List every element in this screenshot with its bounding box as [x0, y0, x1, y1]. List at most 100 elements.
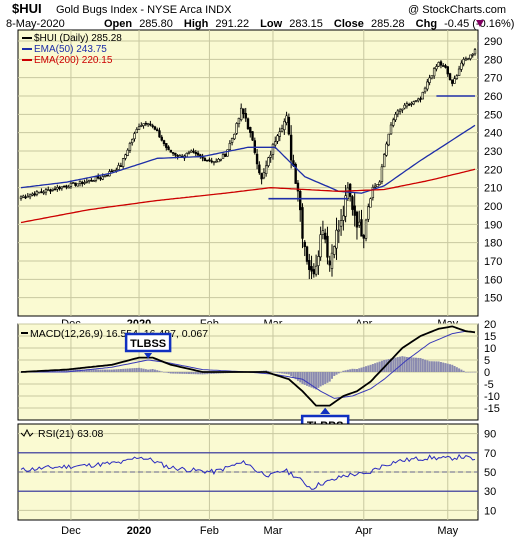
macd-histogram-bar — [378, 361, 381, 372]
candle-body — [51, 188, 54, 191]
candle-body — [262, 172, 266, 179]
candle-body — [421, 91, 424, 100]
candle-body — [19, 196, 23, 200]
candle-body — [144, 122, 148, 125]
candle-body — [210, 160, 213, 163]
macd-histogram-bar — [160, 371, 163, 372]
candle-body — [24, 196, 27, 199]
macd-histogram-bar — [83, 369, 86, 372]
candle-body — [410, 103, 413, 105]
macd-histogram-bar — [403, 356, 406, 372]
macd-histogram-bar — [374, 363, 377, 372]
candle-body — [90, 179, 93, 182]
macd-histogram-bar — [287, 372, 290, 375]
macd-histogram-bar — [176, 372, 179, 374]
macd-histogram-bar — [414, 357, 417, 372]
candle-body — [242, 108, 245, 115]
candle-body — [466, 58, 470, 61]
candle-body — [278, 131, 281, 137]
chart-date: 8-May-2020 — [6, 18, 65, 30]
candle-body — [56, 187, 59, 190]
candle-body — [165, 143, 168, 148]
macd-histogram-bar — [149, 369, 152, 372]
y-tick-label: 160 — [484, 274, 502, 286]
candle-body — [317, 256, 320, 266]
tlbss-label: TLBSS — [130, 338, 166, 350]
candle-body — [428, 77, 431, 83]
watermark: @ StockCharts.com — [408, 4, 506, 16]
candle-body — [244, 113, 247, 119]
candle-body — [351, 196, 354, 210]
macd-histogram-bar — [156, 370, 159, 372]
macd-histogram-bar — [460, 369, 463, 372]
candle-body — [137, 126, 141, 130]
macd-histogram-bar — [201, 372, 204, 375]
candle-body — [414, 100, 418, 102]
candle-body — [174, 152, 177, 156]
candle-body — [146, 123, 150, 126]
candle-body — [42, 191, 45, 194]
y-tick-label: 280 — [484, 54, 502, 66]
macd-histogram-bar — [467, 371, 470, 373]
candle-body — [37, 191, 41, 194]
candle-body — [128, 142, 132, 151]
candle-body — [119, 165, 123, 167]
candle-body — [308, 260, 311, 270]
macd-histogram-bar — [103, 369, 106, 372]
macd-histogram-bar — [399, 356, 402, 372]
macd-histogram-bar — [405, 357, 408, 372]
candle-body — [106, 174, 109, 177]
y-tick-label: 200 — [484, 201, 502, 213]
macd-histogram-bar — [165, 372, 168, 373]
macd-histogram-bar — [446, 363, 449, 372]
candle-body — [382, 154, 386, 168]
macd-histogram-bar — [292, 372, 295, 378]
rsi-panel: 10 30 50 70 90 RSI(21) 63.08 Dec 2020 Feb Mar Apr M… — [17, 423, 496, 537]
candle-body — [212, 161, 216, 164]
candle-body — [412, 101, 415, 105]
macd-histogram-bar — [194, 372, 197, 375]
candle-body — [53, 188, 57, 191]
legend-entry: EMA(50) 243.75 — [34, 44, 107, 55]
candle-body — [205, 159, 209, 162]
candle-body — [426, 81, 429, 90]
macd-line — [20, 325, 476, 407]
macd-histogram-bar — [158, 370, 161, 372]
candle-body — [419, 98, 422, 100]
macd-histogram-bar — [424, 359, 427, 372]
tlbbs-arrow-icon — [320, 407, 331, 414]
rsi-line — [20, 453, 476, 490]
macd-histogram-bar — [474, 371, 476, 373]
candle-body — [455, 75, 459, 79]
candle-body — [451, 79, 454, 84]
candle-body — [135, 129, 138, 134]
macd-histogram-bar — [88, 369, 91, 372]
macd-legend: MACD(12,26,9) 16.554, 16.487, 0.067 — [30, 328, 208, 340]
macd-histogram-bar — [458, 368, 461, 372]
candle-body — [221, 154, 225, 159]
tlbss-box — [124, 332, 172, 353]
macd-histogram-bar — [172, 372, 175, 374]
macd-histogram-bar — [439, 362, 442, 372]
macd-histogram-bar — [138, 367, 141, 372]
macd-histogram-bar — [278, 372, 281, 374]
candle-body — [258, 164, 261, 174]
macd-histogram-bar — [187, 372, 190, 375]
candle-body — [65, 185, 68, 188]
macd-histogram-bar — [85, 369, 88, 372]
macd-histogram-bar — [396, 357, 399, 372]
candle-body — [85, 180, 89, 183]
macd-histogram-bar — [317, 372, 320, 388]
candle-body — [305, 246, 309, 262]
macd-histogram-bar — [426, 360, 429, 372]
macd-histogram-bar — [178, 372, 181, 374]
candle-body — [271, 143, 275, 155]
macd-histogram-bar — [97, 369, 100, 372]
candle-body — [26, 195, 30, 198]
y-tick-label: 180 — [484, 238, 502, 250]
open-label: Open — [104, 18, 132, 30]
macd-histogram-bar — [69, 369, 72, 372]
macd-histogram-bar — [362, 366, 365, 372]
macd-histogram-bar — [421, 358, 424, 372]
